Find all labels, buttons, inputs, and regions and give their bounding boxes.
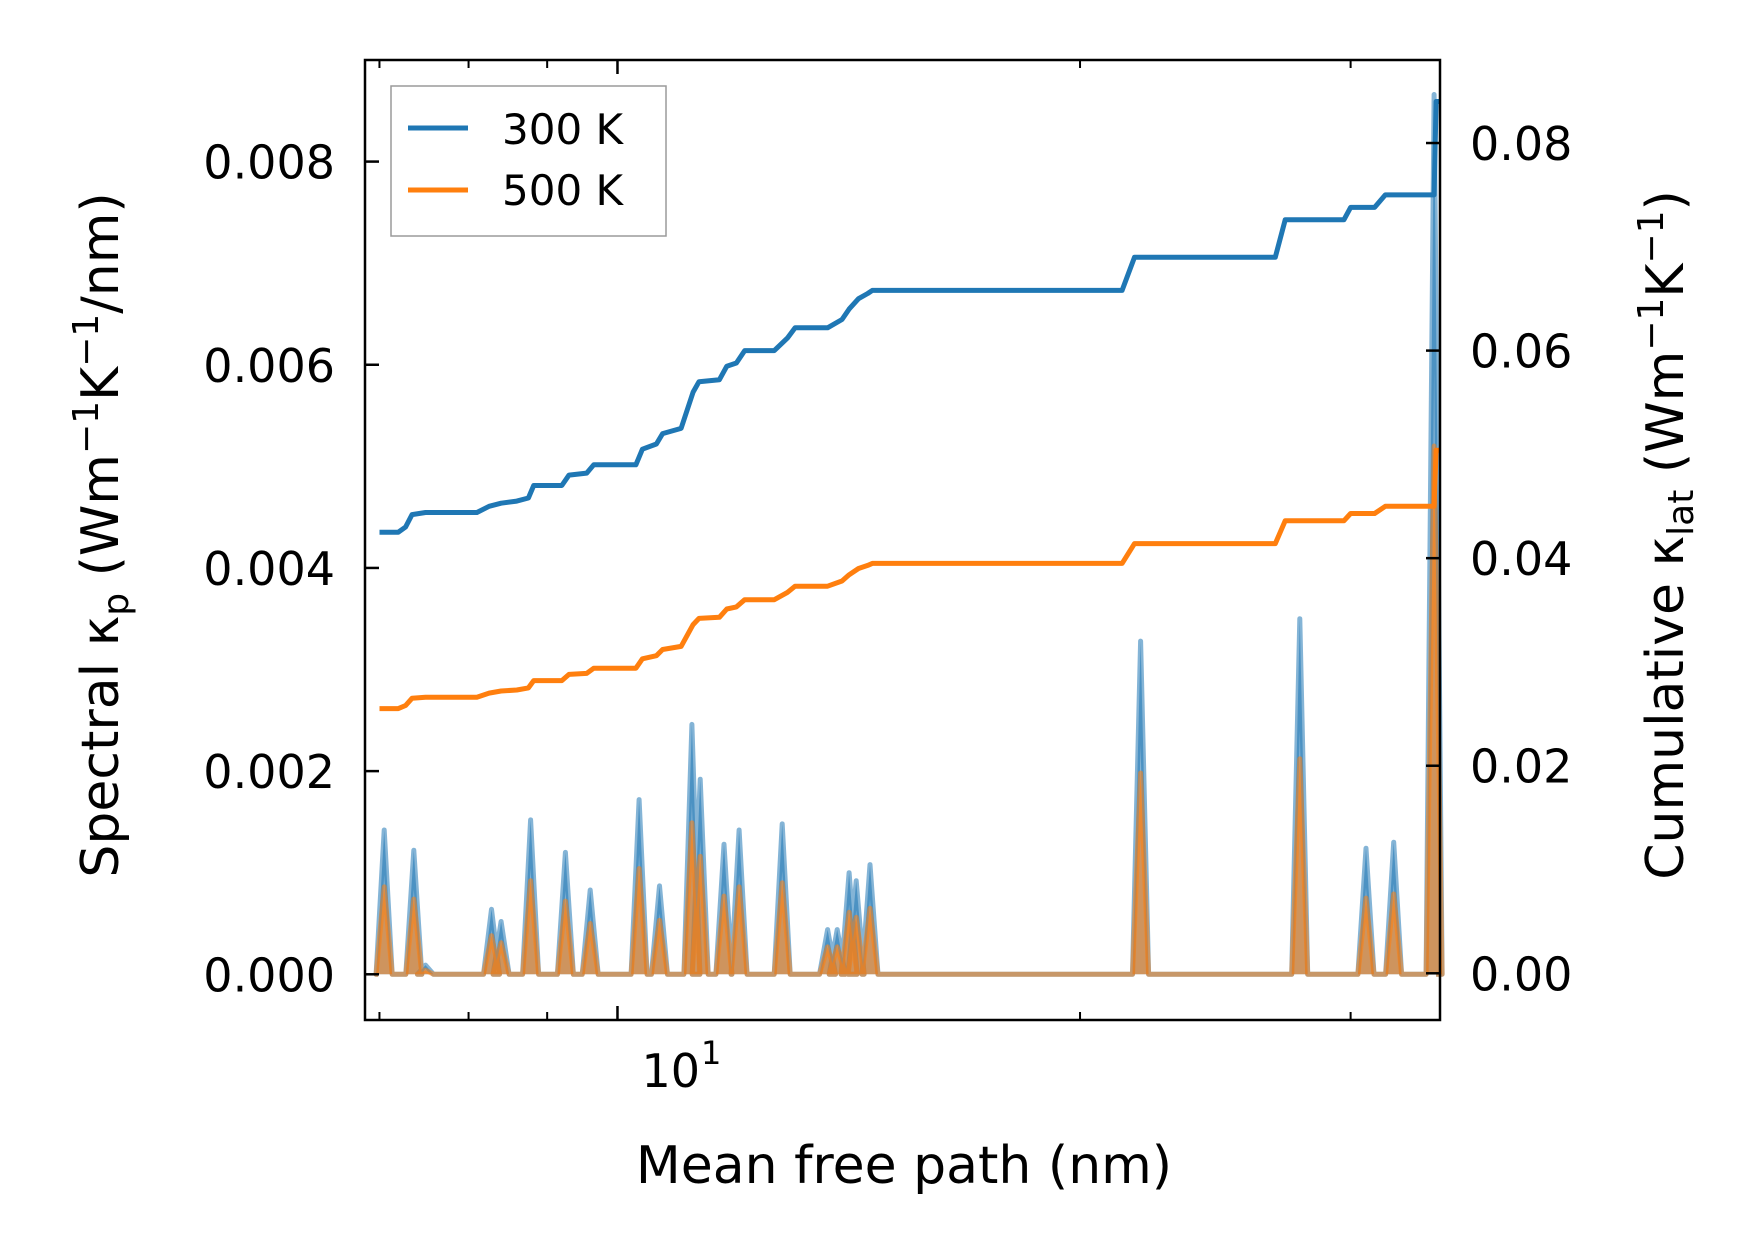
legend-label-500k: 500 K xyxy=(502,166,625,215)
right-axis-tick-label: 0.00 xyxy=(1470,947,1572,1001)
legend-label-300k: 300 K xyxy=(502,105,625,154)
axes: 0.000 0.002 0.004 0.006 0.008 0.00 0.02 0.04 0.0… xyxy=(203,58,1572,1022)
x-tick-label-exponent: 1 xyxy=(701,1034,721,1072)
legend: 300 K 500 K xyxy=(390,85,667,237)
left-axis-tick-label: 0.006 xyxy=(203,339,335,393)
right-axis-tick-label: 0.04 xyxy=(1470,532,1572,586)
right-axis-tick-label: 0.06 xyxy=(1470,325,1572,379)
left-axis-tick-label: 0.004 xyxy=(203,542,335,596)
right-axis-tick-label: 0.08 xyxy=(1470,117,1572,171)
left-axis-tick-label: 0.002 xyxy=(203,745,335,799)
legend-frame xyxy=(390,85,667,237)
left-axis-tick-label: 0.008 xyxy=(203,136,335,190)
x-axis-label: Mean free path (nm) xyxy=(636,1136,1172,1196)
x-tick-label: 10 xyxy=(641,1044,700,1098)
cumulative-line-300k xyxy=(379,99,1440,535)
left-axis-label: Spectral κp (Wm−1K−1/nm) xyxy=(66,192,137,877)
right-axis-label: Cumulative κlat (Wm−1K−1) xyxy=(1631,190,1702,880)
spectral-line-500k xyxy=(373,443,1445,977)
right-axis-tick-label: 0.02 xyxy=(1470,740,1572,794)
cumulative-line-500k xyxy=(379,447,1440,712)
left-axis-tick-label: 0.000 xyxy=(203,948,335,1002)
plot-frame xyxy=(363,58,1442,1022)
cumulative-lines xyxy=(379,99,1440,712)
spectral-fills xyxy=(373,92,1445,977)
